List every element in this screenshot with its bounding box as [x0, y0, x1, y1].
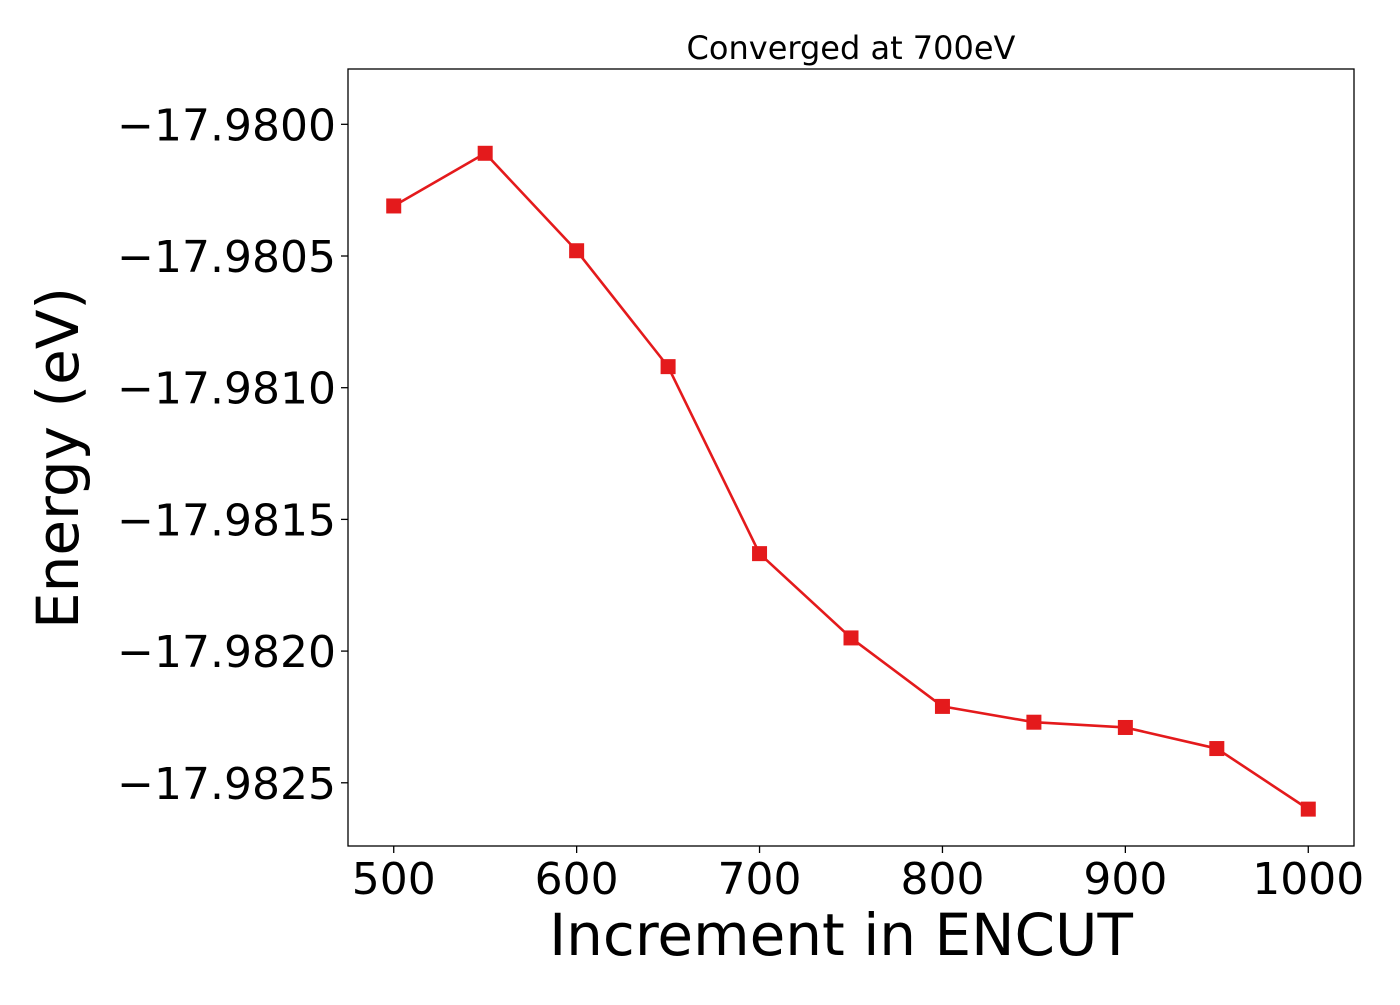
y-tick-label: −17.9805 — [117, 232, 336, 283]
data-point-marker — [1117, 719, 1133, 735]
y-tick-label: −17.9815 — [117, 495, 336, 546]
x-tick-label: 1000 — [1252, 854, 1364, 905]
data-point-marker — [752, 546, 768, 562]
data-point-marker — [569, 243, 585, 259]
series-line — [393, 151, 1309, 811]
x-axis: 500 600 700 800 900 1000 — [352, 846, 1364, 905]
data-point-marker — [934, 698, 950, 714]
data-point-marker — [1026, 714, 1042, 730]
y-tick-label: −17.9810 — [117, 364, 336, 415]
x-axis-label: Increment in ENCUT — [549, 901, 1133, 969]
y-tick-label: −17.9825 — [117, 759, 336, 810]
x-tick-label: 900 — [1083, 854, 1167, 905]
chart-title: Converged at 700eV — [687, 29, 1016, 67]
data-point-marker — [1209, 741, 1225, 757]
x-tick-label: 600 — [535, 854, 619, 905]
x-tick-label: 500 — [352, 854, 436, 905]
y-tick-label: −17.9820 — [117, 627, 336, 678]
x-tick-label: 700 — [718, 854, 802, 905]
y-tick-label: −17.9800 — [117, 100, 336, 151]
x-tick-label: 800 — [900, 854, 984, 905]
series-layer — [386, 145, 1316, 817]
y-axis: −17.9800 −17.9805 −17.9810 −17.9815 −17.9820… — [117, 100, 348, 810]
data-point-marker — [477, 145, 493, 161]
data-point-marker — [386, 198, 402, 214]
data-point-marker — [1300, 801, 1316, 817]
y-axis-label: Energy (eV) — [24, 287, 92, 629]
plot-area — [347, 68, 1355, 847]
data-point-marker — [660, 359, 676, 375]
data-point-marker — [843, 630, 859, 646]
